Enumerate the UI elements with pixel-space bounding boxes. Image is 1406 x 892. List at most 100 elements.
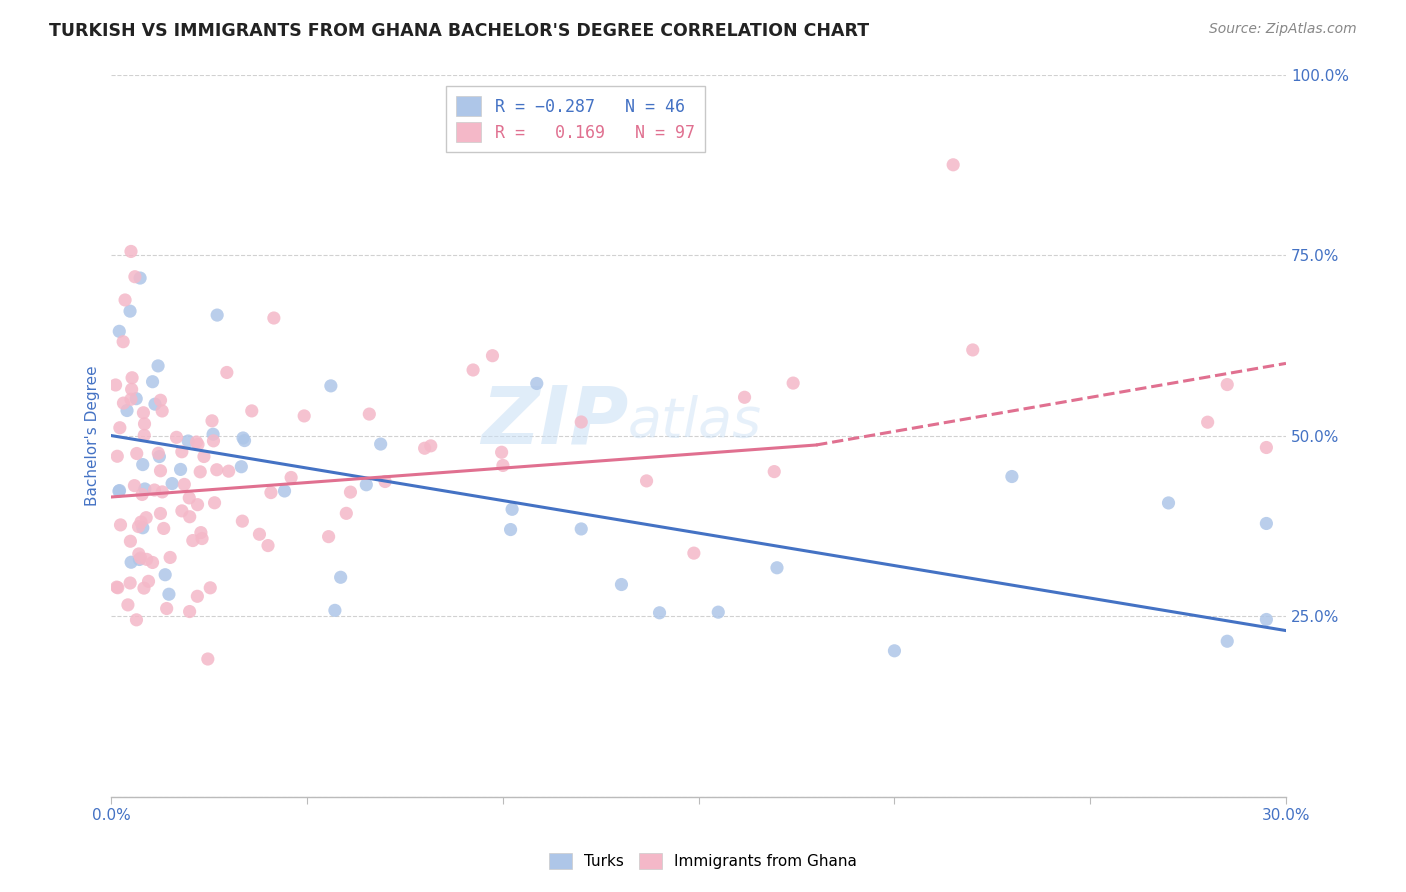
Point bbox=[128, 552, 150, 566]
Point bbox=[146, 359, 169, 373]
Point bbox=[135, 552, 157, 566]
Point bbox=[734, 390, 756, 404]
Point bbox=[231, 514, 253, 528]
Point bbox=[763, 465, 786, 479]
Point bbox=[610, 577, 633, 591]
Point bbox=[648, 606, 671, 620]
Point bbox=[492, 458, 515, 473]
Point bbox=[143, 483, 166, 497]
Point bbox=[125, 613, 148, 627]
Legend: R = −0.287   N = 46, R =   0.169   N = 97: R = −0.287 N = 46, R = 0.169 N = 97 bbox=[446, 87, 704, 152]
Point bbox=[132, 458, 155, 472]
Point bbox=[108, 483, 131, 498]
Point bbox=[107, 581, 129, 595]
Point bbox=[499, 523, 522, 537]
Point bbox=[232, 431, 254, 445]
Point bbox=[1216, 634, 1239, 648]
Point bbox=[108, 324, 131, 338]
Point bbox=[191, 532, 214, 546]
Point bbox=[128, 547, 150, 561]
Point bbox=[481, 349, 503, 363]
Point bbox=[1157, 496, 1180, 510]
Point bbox=[569, 415, 592, 429]
Point bbox=[134, 482, 156, 496]
Point bbox=[249, 527, 271, 541]
Point bbox=[205, 308, 228, 322]
Point bbox=[1197, 415, 1219, 429]
Point bbox=[152, 521, 174, 535]
Point bbox=[153, 567, 176, 582]
Point bbox=[292, 409, 315, 423]
Point bbox=[118, 304, 141, 318]
Point bbox=[166, 430, 188, 444]
Point bbox=[108, 484, 131, 499]
Point bbox=[170, 504, 193, 518]
Point bbox=[962, 343, 984, 357]
Point bbox=[413, 442, 436, 456]
Text: TURKISH VS IMMIGRANTS FROM GHANA BACHELOR'S DEGREE CORRELATION CHART: TURKISH VS IMMIGRANTS FROM GHANA BACHELO… bbox=[49, 22, 869, 40]
Point bbox=[114, 293, 136, 307]
Point bbox=[329, 570, 352, 584]
Point bbox=[1256, 516, 1278, 531]
Point bbox=[187, 437, 209, 451]
Point bbox=[179, 491, 201, 505]
Point bbox=[1256, 441, 1278, 455]
Point bbox=[149, 464, 172, 478]
Point bbox=[134, 428, 156, 442]
Point bbox=[128, 519, 150, 533]
Text: atlas: atlas bbox=[628, 394, 762, 448]
Point bbox=[419, 439, 441, 453]
Point bbox=[142, 375, 165, 389]
Point bbox=[156, 601, 179, 615]
Point bbox=[120, 392, 142, 407]
Point bbox=[179, 509, 201, 524]
Point bbox=[115, 403, 138, 417]
Point bbox=[218, 464, 240, 478]
Point bbox=[240, 404, 263, 418]
Point bbox=[129, 515, 152, 529]
Point bbox=[202, 427, 225, 442]
Point bbox=[501, 502, 523, 516]
Point bbox=[117, 598, 139, 612]
Point bbox=[121, 370, 143, 384]
Point bbox=[105, 580, 128, 594]
Point bbox=[104, 378, 127, 392]
Point bbox=[263, 311, 285, 326]
Point bbox=[569, 522, 592, 536]
Point bbox=[173, 477, 195, 491]
Point bbox=[148, 450, 170, 464]
Point bbox=[883, 644, 905, 658]
Point bbox=[170, 444, 193, 458]
Point bbox=[131, 487, 153, 501]
Point bbox=[201, 414, 224, 428]
Point bbox=[132, 521, 155, 535]
Legend: Turks, Immigrants from Ghana: Turks, Immigrants from Ghana bbox=[543, 847, 863, 875]
Point bbox=[782, 376, 804, 390]
Point bbox=[120, 244, 142, 259]
Point bbox=[120, 576, 142, 591]
Point bbox=[188, 465, 211, 479]
Point bbox=[231, 459, 253, 474]
Point bbox=[683, 546, 706, 560]
Point bbox=[150, 404, 173, 418]
Point bbox=[335, 506, 357, 520]
Point bbox=[257, 539, 280, 553]
Point bbox=[132, 581, 155, 595]
Point bbox=[370, 437, 392, 451]
Point bbox=[120, 555, 142, 569]
Point bbox=[197, 652, 219, 666]
Point bbox=[200, 581, 222, 595]
Point bbox=[461, 363, 484, 377]
Point bbox=[141, 556, 163, 570]
Point bbox=[204, 496, 226, 510]
Point bbox=[187, 498, 209, 512]
Point bbox=[157, 587, 180, 601]
Point bbox=[177, 434, 200, 448]
Point bbox=[132, 406, 155, 420]
Point bbox=[120, 534, 142, 549]
Point bbox=[260, 485, 283, 500]
Point bbox=[186, 435, 208, 450]
Point bbox=[159, 550, 181, 565]
Point bbox=[135, 510, 157, 524]
Point bbox=[149, 507, 172, 521]
